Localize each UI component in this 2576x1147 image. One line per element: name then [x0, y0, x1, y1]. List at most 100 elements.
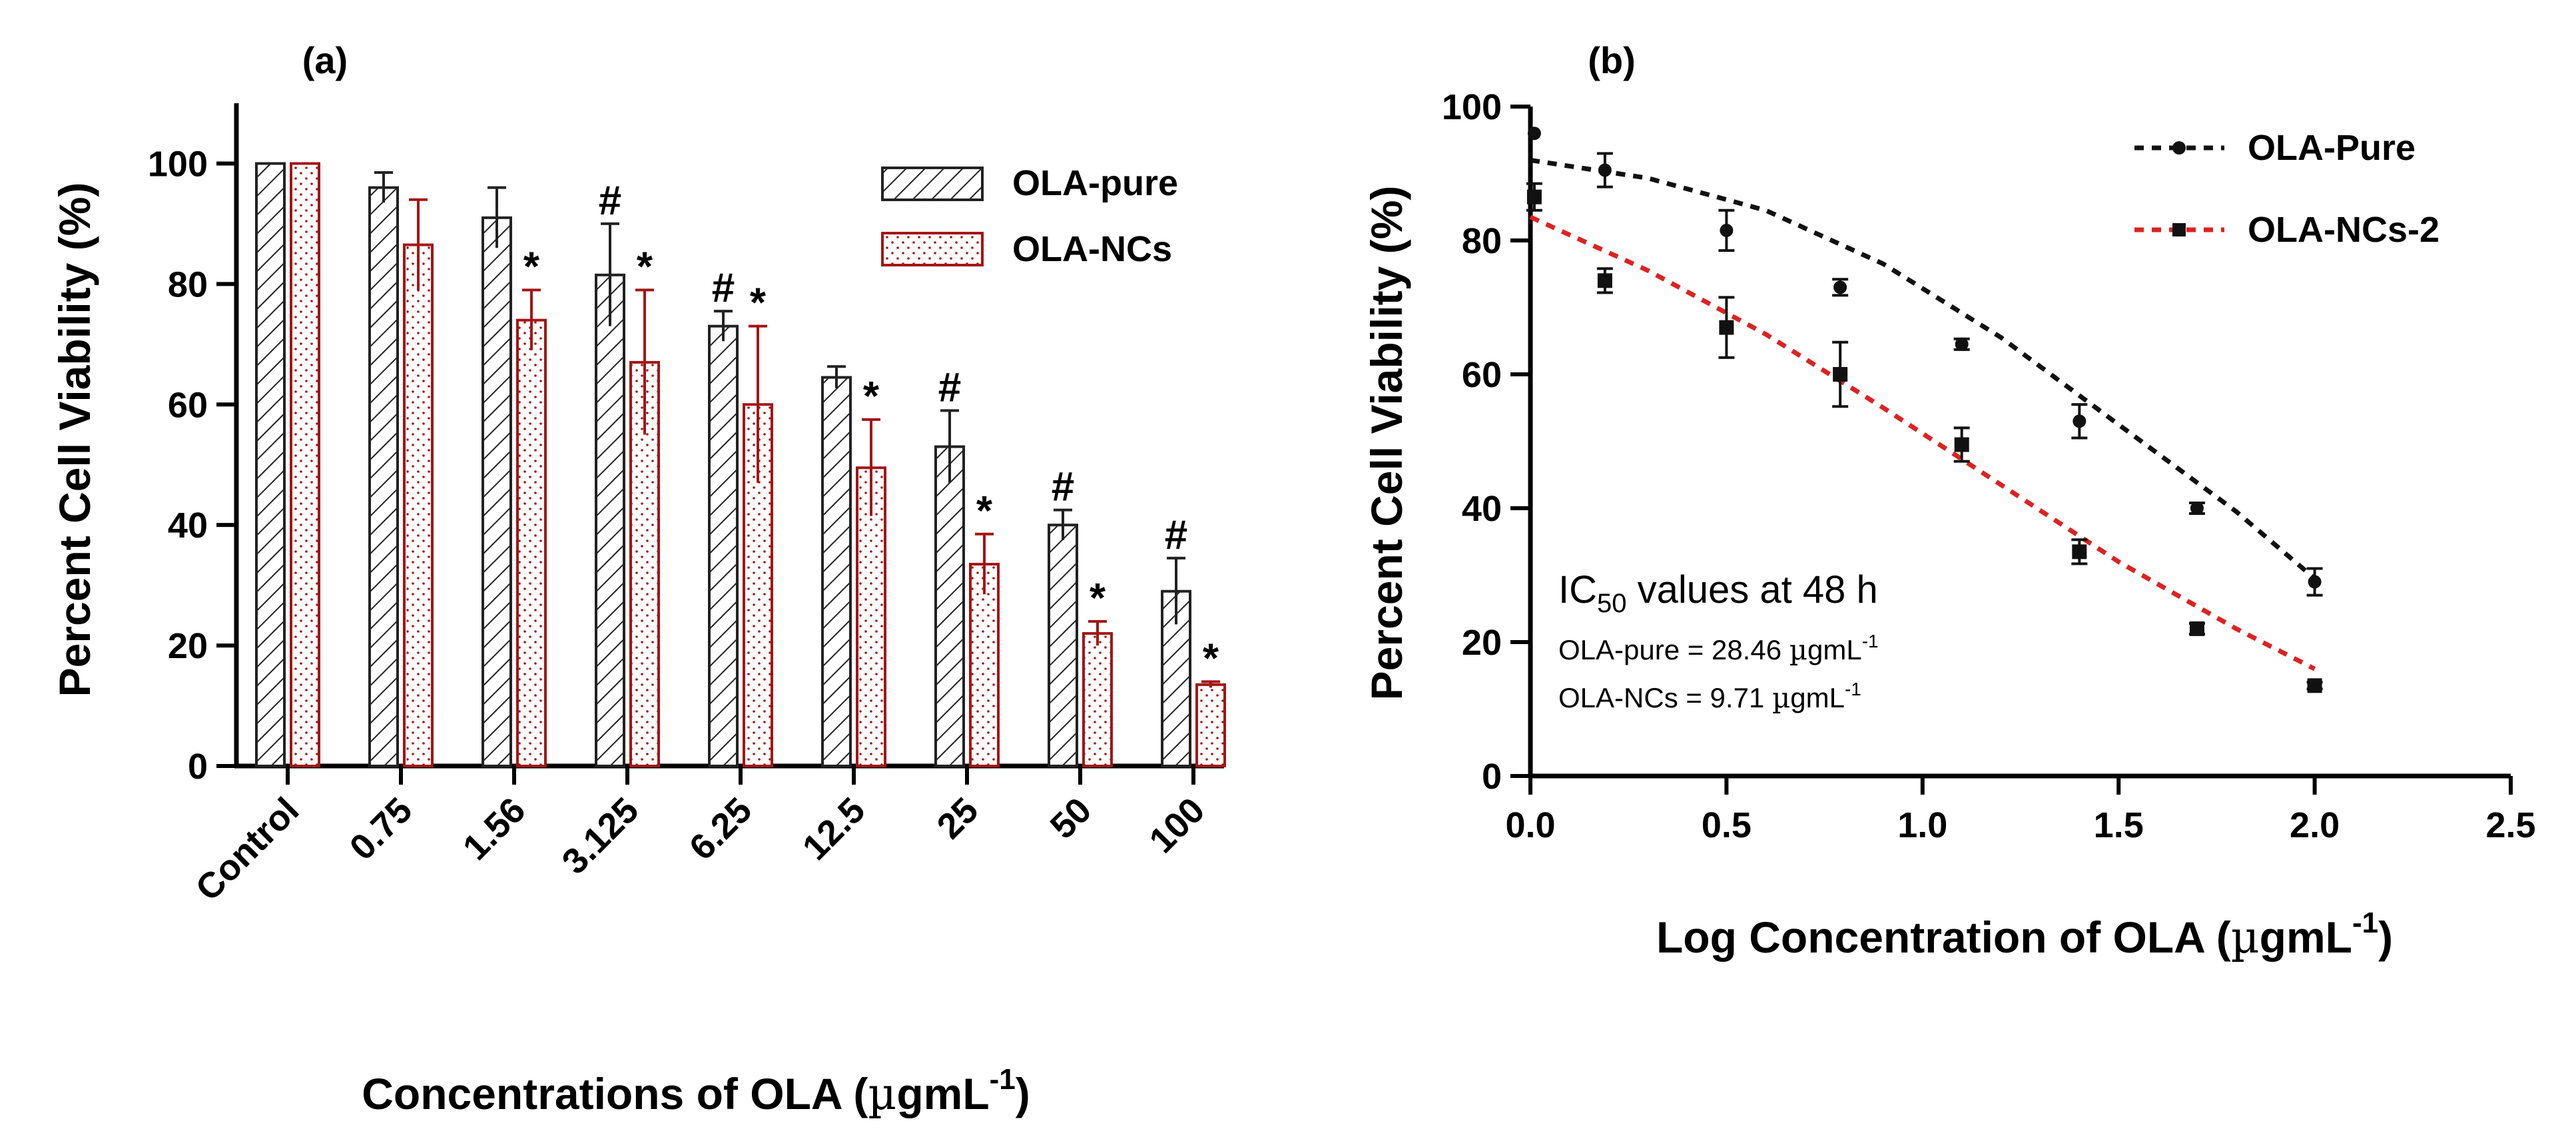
panel-a-x-ticks: Control 0.75 1.56 3.125 6.25 12.5 25 50 100: [188, 766, 1212, 909]
y-tick-label: 20: [168, 626, 208, 666]
panel-b-label: (b): [1588, 39, 1636, 81]
y-tick-label: 60: [168, 385, 208, 425]
significance-marker: *: [976, 488, 993, 534]
bar: [403, 243, 434, 767]
x-tick-label: Control: [188, 790, 306, 909]
panel-b-x-label-close: ): [2378, 913, 2393, 962]
y-tick-label: 40: [168, 506, 208, 546]
significance-marker: *: [1090, 575, 1106, 621]
significance-marker: *: [1203, 635, 1219, 681]
panel-a-bars: * # * # * * # * # * # *: [255, 162, 1226, 768]
x-tick-label: 25: [930, 790, 986, 847]
x-tick-label: 0.0: [1505, 805, 1555, 845]
fit-curve: [1529, 214, 2316, 671]
x-tick-label: 1.56: [456, 790, 533, 868]
x-tick-label: 2.0: [2290, 805, 2340, 845]
legend-swatch-ola-pure: [881, 167, 984, 201]
panel-a-y-label: Percent Cell Viability (%): [50, 183, 99, 697]
bar: [368, 186, 399, 767]
panel-a-label: (a): [302, 39, 348, 81]
x-tick-label: 50: [1043, 790, 1100, 847]
bar: [255, 162, 286, 768]
ic50-sub: 50: [1597, 589, 1627, 618]
x-tick-label: 1.0: [1897, 805, 1947, 845]
ic50-ncs-mu: µ: [1772, 681, 1790, 714]
ic50-annotation: IC50 values at 48 h OLA-pure = 28.46 µgm…: [1558, 568, 1879, 714]
x-tick-label: 100: [1141, 790, 1212, 861]
significance-marker: #: [938, 364, 961, 410]
y-tick-label: 0: [188, 747, 208, 787]
bar: [934, 445, 965, 767]
panel-b-x-label-sup: -1: [2352, 907, 2378, 939]
data-point: [2073, 414, 2087, 428]
panel-a: (a) 0 20 40 60 80 100 * # * # * * # * # * # * Control 0.7…: [50, 39, 1226, 1120]
panel-a-x-label-sup: -1: [990, 1063, 1016, 1096]
panel-b-y-label: Percent Cell Viability (%): [1362, 186, 1411, 701]
panel-b-plot: [1526, 127, 2323, 693]
bar: [969, 562, 1000, 768]
significance-marker: #: [1052, 464, 1074, 510]
significance-marker: *: [750, 280, 767, 326]
y-tick-label: 100: [148, 144, 208, 184]
x-tick-label: 2.5: [2485, 805, 2535, 845]
bar: [1082, 632, 1113, 767]
data-point: [1833, 280, 1847, 294]
ic50-suffix: values at 48 h: [1627, 568, 1878, 611]
legend-label-ola-pure-b: OLA-Pure: [2248, 128, 2415, 168]
panel-a-y-ticks: 0 20 40 60 80 100: [148, 144, 236, 787]
significance-marker: #: [599, 178, 621, 224]
y-tick-label: 40: [1462, 489, 1502, 529]
x-tick-label: 6.25: [682, 790, 760, 868]
panel-a-x-label: Concentrations of OLA (µgmL-1): [362, 1063, 1030, 1120]
ic50-ncs-text: OLA-NCs = 9.71: [1558, 682, 1772, 713]
y-tick-label: 80: [1462, 221, 1502, 261]
panel-b-x-label: Log Concentration of OLA (µgmL-1): [1656, 907, 2393, 963]
x-tick-label: 3.125: [555, 790, 647, 882]
panel-b-x-label-main: Log Concentration of OLA (: [1656, 913, 2231, 962]
y-tick-label: 60: [1462, 355, 1502, 395]
ic50-prefix: IC: [1558, 568, 1597, 611]
ic50-line-ncs: OLA-NCs = 9.71 µgmL-1: [1558, 679, 1861, 714]
panel-a-legend: OLA-pure OLA-NCs: [881, 163, 1178, 269]
data-point: [2189, 621, 2204, 636]
data-point: [1526, 189, 1542, 204]
y-tick-label: 0: [1482, 757, 1502, 797]
legend-label-ola-ncs-b: OLA-NCs-2: [2248, 210, 2439, 250]
panel-b-x-ticks: 0.0 0.5 1.0 1.5 2.0 2.5: [1505, 776, 2536, 845]
data-point: [1527, 127, 1541, 141]
legend-marker-ola-ncs: [2172, 223, 2186, 236]
bar: [856, 466, 886, 767]
data-point: [1833, 367, 1848, 382]
legend-marker-ola-pure: [2172, 141, 2186, 155]
ic50-heading: IC50 values at 48 h: [1558, 568, 1878, 618]
ic50-pure-unit: gmL: [1807, 634, 1862, 665]
data-point: [2307, 678, 2322, 693]
data-point: [1597, 273, 1612, 288]
panel-a-x-label-close: ): [1016, 1069, 1030, 1118]
panel-a-x-label-unit: gmL: [896, 1069, 989, 1118]
bar: [708, 324, 739, 767]
significance-marker: #: [712, 265, 735, 311]
y-tick-label: 80: [168, 264, 208, 304]
ic50-ncs-unit: gmL: [1790, 682, 1845, 713]
panel-b-x-label-unit: gmL: [2260, 913, 2352, 962]
significance-marker: *: [523, 244, 540, 290]
significance-marker: #: [1165, 512, 1187, 558]
ic50-ncs-sup: -1: [1845, 679, 1861, 699]
data-point: [2190, 502, 2204, 515]
significance-marker: *: [863, 374, 880, 420]
x-tick-label: 0.75: [342, 790, 420, 868]
legend-label-ola-ncs: OLA-NCs: [1012, 229, 1172, 269]
legend-swatch-ola-ncs: [881, 232, 984, 266]
bar: [821, 376, 852, 767]
data-point: [2072, 544, 2087, 560]
panel-a-x-label-main: Concentrations of OLA (: [362, 1069, 868, 1118]
panel-b-x-label-mu: µ: [2231, 912, 2260, 963]
legend-label-ola-pure: OLA-pure: [1012, 163, 1178, 203]
bar: [1195, 683, 1226, 767]
bar: [482, 216, 512, 767]
ic50-pure-text: OLA-pure = 28.46: [1558, 634, 1789, 665]
bar: [516, 318, 547, 767]
significance-marker: *: [637, 244, 653, 290]
